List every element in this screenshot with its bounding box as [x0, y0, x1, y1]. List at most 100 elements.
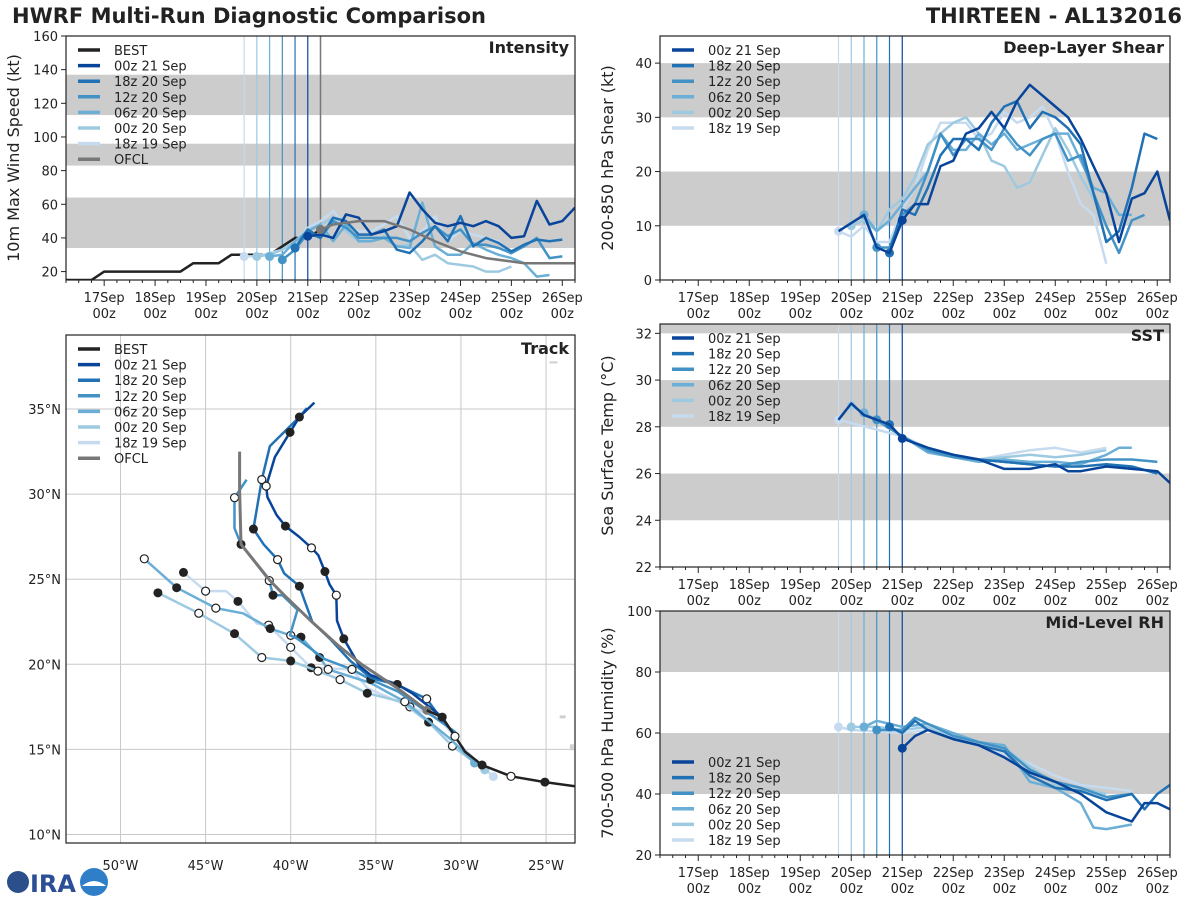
- track-point-12z: [323, 664, 333, 675]
- x-tick-hour: 00z: [1146, 594, 1170, 609]
- track-point-00z: [294, 412, 304, 422]
- panel-intensity: 2040608010012014016017Sep00z18Sep00z19Se…: [4, 30, 583, 322]
- longitude-label: 35°W: [358, 859, 394, 874]
- threshold-band: [660, 171, 1170, 226]
- track-point-12z: [335, 675, 345, 685]
- legend-label-ofcl: OFCL: [114, 452, 149, 467]
- x-tick-day: 18Sep: [135, 291, 176, 306]
- series-line-00z-21-sep: [837, 402, 1170, 484]
- series-line-18z-20-sep: [888, 719, 1170, 811]
- x-tick-hour: 00z: [143, 307, 167, 322]
- legend-label-00z-21-sep: 00z 21 Sep: [708, 44, 781, 59]
- panel-track: 50°W 45°W 40°W 35°W 30°W 25°W 10°N 15°N 20°N 25°N…: [28, 334, 576, 874]
- storm-id: THIRTEEN - AL132016: [925, 4, 1182, 28]
- track-point-00z: [339, 634, 349, 644]
- x-tick-hour: 00z: [942, 594, 966, 609]
- figure-title: HWRF Multi-Run Diagnostic Comparison: [12, 4, 487, 28]
- track-point-00z: [477, 760, 487, 770]
- longitude-label: 40°W: [273, 859, 309, 874]
- track-point-00z: [437, 712, 447, 722]
- x-tick-hour: 00z: [738, 882, 762, 897]
- latitude-label: 35°N: [28, 403, 61, 418]
- track-start-marker: [422, 705, 432, 715]
- x-tick-day: 20Sep: [236, 291, 277, 306]
- y-tick-label: 32: [635, 327, 652, 342]
- x-tick-hour: 00z: [738, 594, 762, 609]
- x-tick-hour: 00z: [738, 307, 762, 322]
- series-group: [834, 716, 1170, 831]
- x-tick-hour: 00z: [1044, 882, 1068, 897]
- x-tick-hour: 00z: [347, 307, 371, 322]
- x-tick-hour: 00z: [840, 307, 864, 322]
- y-axis-label: 200-850 hPa Shear (kt): [598, 65, 617, 251]
- threshold-band: [660, 380, 1170, 427]
- x-tick-hour: 00z: [840, 594, 864, 609]
- latitude-label: 25°N: [28, 573, 61, 588]
- track-point-00z: [233, 596, 243, 606]
- x-tick-day: 22Sep: [933, 578, 974, 593]
- y-tick-label: 100: [627, 605, 652, 620]
- legend-label-18z-19-sep: 18z 19 Sep: [708, 834, 781, 849]
- legend-label-00z-21-sep: 00z 21 Sep: [114, 60, 187, 75]
- latitude-label: 30°N: [28, 488, 61, 503]
- init-marker-00z-21-sep: [897, 215, 907, 225]
- x-tick-hour: 00z: [551, 307, 575, 322]
- init-marker-00z-20-sep: [846, 722, 856, 732]
- init-marker-00z-21-sep: [303, 231, 313, 241]
- legend-label-12z-20-sep: 12z 20 Sep: [114, 91, 187, 106]
- track-point-12z: [313, 666, 323, 676]
- track-point-00z: [172, 583, 182, 593]
- track-point-00z: [178, 567, 188, 577]
- track-point-00z: [315, 652, 325, 662]
- track-point-12z: [331, 590, 341, 600]
- panel-deep-layer-shear: 01020304017Sep00z18Sep00z19Sep00z20Sep00…: [598, 35, 1178, 322]
- y-tick-label: 22: [635, 561, 652, 576]
- x-tick-hour: 00z: [687, 594, 711, 609]
- longitude-label: 25°W: [528, 859, 564, 874]
- y-tick-label: 28: [635, 421, 652, 436]
- series-line-06z-20-sep: [863, 411, 1132, 466]
- x-tick-hour: 00z: [1095, 307, 1119, 322]
- track-point-12z: [200, 586, 211, 596]
- map-frame: [65, 334, 576, 844]
- x-tick-hour: 00z: [1095, 594, 1119, 609]
- y-tick-label: 30: [635, 111, 652, 126]
- x-tick-day: 21Sep: [882, 291, 923, 306]
- x-tick-hour: 00z: [789, 882, 813, 897]
- legend-label-12z-20-sep: 12z 20 Sep: [708, 787, 781, 802]
- x-tick-day: 21Sep: [882, 866, 923, 881]
- logo-mountain-icon: [82, 881, 106, 886]
- legend-label-18z-20-sep: 18z 20 Sep: [114, 374, 187, 389]
- x-tick-day: 17Sep: [678, 578, 719, 593]
- x-tick-day: 19Sep: [780, 578, 821, 593]
- track-line-ofcl: [238, 451, 428, 712]
- land-island: [559, 715, 566, 719]
- x-tick-day: 26Sep: [1137, 578, 1178, 593]
- x-tick-day: 24Sep: [1035, 866, 1076, 881]
- x-tick-hour: 00z: [891, 307, 915, 322]
- latitude-label: 10°N: [28, 828, 61, 843]
- track-point-12z: [450, 731, 460, 741]
- series-group: [834, 83, 1170, 265]
- x-tick-hour: 00z: [993, 307, 1017, 322]
- x-tick-day: 23Sep: [984, 578, 1025, 593]
- x-tick-hour: 00z: [1044, 594, 1068, 609]
- x-tick-day: 22Sep: [338, 291, 379, 306]
- track-point-12z: [261, 481, 271, 491]
- legend-label-12z-20-sep: 12z 20 Sep: [708, 363, 781, 378]
- x-tick-hour: 00z: [500, 307, 524, 322]
- track-point-12z: [194, 608, 204, 618]
- threshold-band: [660, 473, 1170, 521]
- y-tick-label: 20: [41, 266, 58, 281]
- track-point-00z: [362, 688, 372, 698]
- threshold-band: [660, 63, 1170, 118]
- y-tick-label: 80: [41, 165, 58, 180]
- x-tick-hour: 00z: [687, 307, 711, 322]
- x-tick-day: 25Sep: [1086, 291, 1127, 306]
- legend-label-06z-20-sep: 06z 20 Sep: [708, 91, 781, 106]
- track-point-00z: [540, 777, 550, 787]
- track-point-00z: [286, 656, 296, 666]
- series-group: [834, 401, 1170, 484]
- y-tick-label: 40: [635, 788, 652, 803]
- x-tick-day: 18Sep: [729, 291, 770, 306]
